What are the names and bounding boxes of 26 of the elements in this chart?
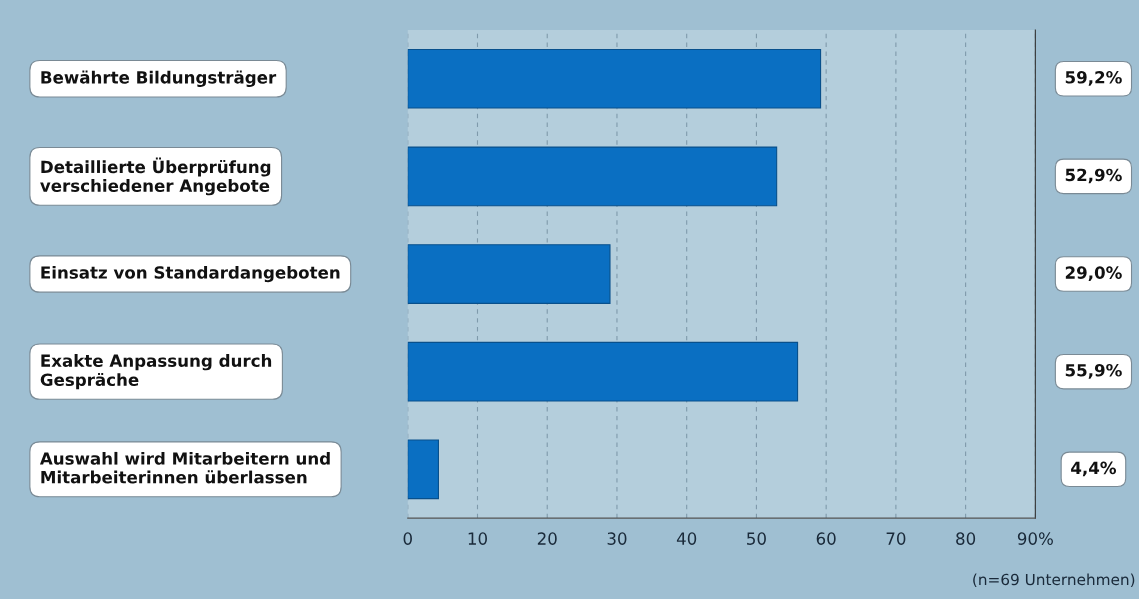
x-tick-label: 60 bbox=[816, 532, 836, 545]
x-tick-label: 0 bbox=[403, 532, 412, 545]
x-tick-label: 30 bbox=[607, 532, 627, 545]
bar bbox=[407, 439, 439, 500]
x-tick-label: 10 bbox=[468, 532, 487, 545]
x-tick-label: 50 bbox=[747, 532, 766, 545]
x-tick-label: 80 bbox=[956, 532, 976, 545]
y-tick-label: Einsatz von Standardangeboten bbox=[41, 265, 340, 283]
bar bbox=[407, 48, 822, 109]
y-tick-label: Detaillierte Überprüfung verschiedener Angebote bbox=[40, 157, 271, 196]
x-tick-label: 20 bbox=[537, 532, 557, 545]
y-tick-label: Exakte Anpassung durch Gespräche bbox=[40, 354, 272, 390]
x-tick-label: 90% bbox=[1017, 532, 1053, 545]
data-label: 4,4% bbox=[1071, 461, 1117, 477]
data-label: 55,9% bbox=[1065, 363, 1122, 379]
data-label: 59,2% bbox=[1065, 71, 1122, 86]
bar bbox=[407, 341, 799, 402]
y-tick-label: Bewährte Bildungsträger bbox=[41, 70, 277, 88]
bar bbox=[407, 244, 611, 304]
text: (n=69 Unternehmen) bbox=[973, 573, 1135, 588]
data-label: 29,0% bbox=[1065, 266, 1122, 282]
y-tick-label: Auswahl wird Mitarbeitern und Mitarbeiterinnen überlassen bbox=[39, 451, 330, 484]
x-tick-label: 40 bbox=[676, 532, 697, 545]
bar bbox=[407, 146, 778, 207]
x-tick-label: 70 bbox=[886, 532, 906, 545]
data-label: 52,9% bbox=[1065, 168, 1122, 184]
